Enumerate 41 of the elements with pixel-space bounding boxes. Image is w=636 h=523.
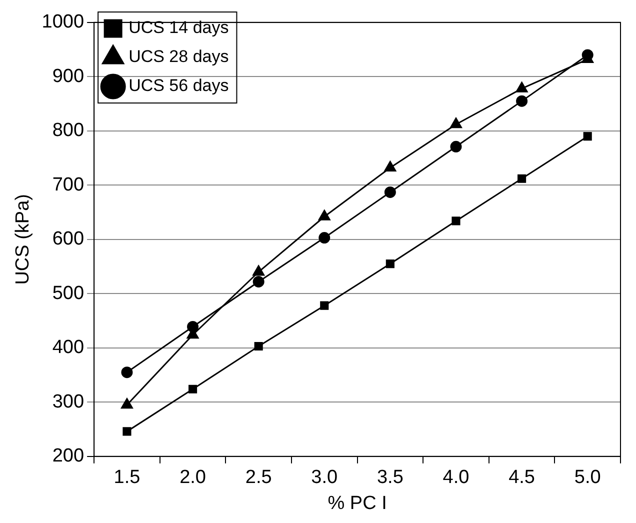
point xyxy=(188,384,198,394)
y-tick-label: 800 xyxy=(52,120,84,142)
x-tick-label: 2.0 xyxy=(180,467,206,488)
y-tick-label: 500 xyxy=(52,282,84,304)
y-tick-label: 600 xyxy=(52,228,84,250)
point xyxy=(516,82,528,92)
x-tick-label: 3.0 xyxy=(311,467,338,488)
legend-label: UCS 28 days xyxy=(128,47,229,66)
y-tick-label: 400 xyxy=(52,337,84,358)
point xyxy=(384,161,396,172)
x-tick-label: 1.5 xyxy=(114,467,140,488)
point xyxy=(252,276,264,288)
x-tick-label: 4.5 xyxy=(508,467,536,488)
x-tick-label: 2.5 xyxy=(245,467,272,488)
point xyxy=(386,260,394,268)
point xyxy=(450,118,462,128)
x-tick-label: 5.0 xyxy=(574,467,601,488)
point xyxy=(121,398,133,409)
point xyxy=(450,140,462,152)
point xyxy=(516,95,528,107)
point xyxy=(452,216,460,226)
point xyxy=(320,301,329,310)
y-tick-label: 900 xyxy=(52,66,84,87)
point xyxy=(122,427,132,436)
point xyxy=(384,186,396,198)
point xyxy=(583,132,592,141)
y-tick-label: 200 xyxy=(52,446,84,467)
y-axis-title: UCS (kPa) xyxy=(12,194,34,285)
point xyxy=(252,265,265,276)
point xyxy=(318,232,330,244)
x-axis-title: % PC I xyxy=(328,492,387,514)
x-tick-label: 3.5 xyxy=(376,467,404,488)
y-tick-label: 700 xyxy=(52,174,84,196)
point xyxy=(254,342,263,351)
legend-label: UCS 56 days xyxy=(128,76,229,96)
point xyxy=(518,174,526,183)
point xyxy=(121,366,133,378)
y-tick-label: 300 xyxy=(52,391,84,412)
x-tick-label: 4.0 xyxy=(442,467,470,488)
y-tick-label: 1000 xyxy=(42,12,84,33)
point xyxy=(318,210,330,220)
